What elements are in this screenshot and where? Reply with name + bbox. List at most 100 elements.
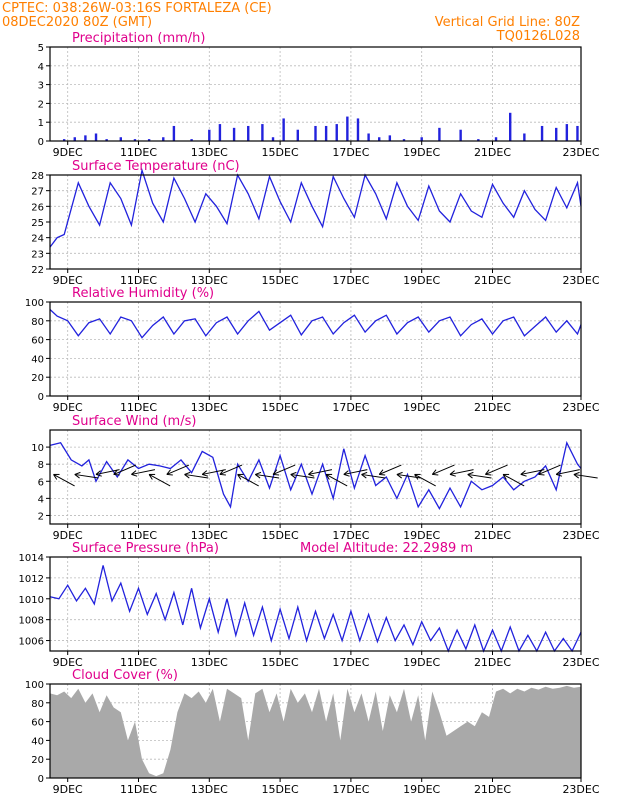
- x-tick-label: 13DEC: [191, 146, 228, 159]
- y-tick-label: 2: [38, 511, 44, 522]
- wind-arrowhead: [449, 473, 456, 477]
- x-tick-label: 17DEC: [332, 529, 369, 542]
- wind-arrowhead: [467, 474, 473, 479]
- y-tick-label: 1: [38, 118, 44, 129]
- panel-title: Cloud Cover (%): [72, 668, 178, 683]
- y-tick-label: 28: [31, 171, 44, 182]
- wind-vector: [308, 469, 333, 475]
- panel-title: Surface Wind (m/s): [72, 414, 196, 429]
- x-tick-label: 13DEC: [191, 274, 228, 287]
- x-tick-label: 19DEC: [403, 529, 440, 542]
- y-tick-label: 40: [31, 736, 44, 747]
- wind-arrowhead: [308, 470, 314, 475]
- x-tick-label: 21DEC: [474, 529, 511, 542]
- wind-arrowhead: [219, 473, 226, 476]
- wind-arrowhead: [485, 469, 490, 475]
- precip-bar: [147, 139, 151, 141]
- precip-bar: [105, 139, 108, 141]
- y-tick-label: 100: [25, 680, 44, 691]
- precip-bar: [73, 137, 76, 141]
- panel-2: 0 20 40 60 80 100 9DEC 11DEC 13DEC 15DEC 17DEC 19DE…: [25, 286, 600, 414]
- wind-vector: [379, 464, 402, 475]
- x-tick-label: 21DEC: [474, 146, 511, 159]
- x-tick-label: 15DEC: [262, 274, 299, 287]
- x-tick-label: 23DEC: [562, 146, 599, 159]
- wind-arrowhead: [396, 471, 403, 475]
- wind-vector: [361, 473, 386, 479]
- precip-bar: [367, 133, 370, 141]
- x-tick-label: 15DEC: [262, 401, 299, 414]
- precip-bar: [162, 137, 165, 141]
- precip-bar: [261, 124, 264, 141]
- wind-arrowhead: [131, 473, 138, 477]
- x-tick-label: 17DEC: [332, 656, 369, 669]
- wind-arrowhead: [290, 474, 296, 479]
- x-tick-label: 19DEC: [403, 274, 440, 287]
- wind-arrowhead: [113, 473, 120, 476]
- x-tick-label: 11DEC: [120, 274, 157, 287]
- precip-bar: [459, 129, 462, 141]
- wind-vector: [202, 469, 226, 475]
- x-tick-label: 11DEC: [120, 783, 157, 796]
- precip-bar: [271, 137, 275, 141]
- x-tick-label: 9DEC: [53, 146, 83, 159]
- wind-arrowhead: [379, 473, 386, 476]
- wind-vector: [520, 469, 545, 475]
- precip-bar: [335, 124, 338, 141]
- precip-bar: [247, 125, 250, 141]
- wind-vector: [148, 473, 171, 487]
- y-tick-label: 1012: [19, 574, 44, 585]
- header-station: CPTEC: 038:26W-03:16S FORTALEZA (CE): [2, 1, 272, 16]
- x-tick-label: 17DEC: [332, 274, 369, 287]
- wind-arrowhead: [74, 474, 80, 479]
- precip-bar: [119, 137, 122, 141]
- precip-bar: [438, 127, 441, 141]
- wind-vector: [113, 464, 137, 475]
- precip-bar: [208, 129, 211, 141]
- x-tick-label: 15DEC: [262, 529, 299, 542]
- precip-bar: [172, 125, 176, 141]
- wind-arrowhead: [378, 469, 384, 475]
- wind-vector: [414, 473, 436, 487]
- wind-arrowhead: [538, 469, 543, 475]
- wind-vector: [485, 464, 508, 475]
- y-tick-label: 8: [38, 460, 44, 471]
- panel-5: 0 20 40 60 80 100 9DEC 11DEC 13DEC 15DEC 17DEC 19DE…: [25, 668, 600, 796]
- precip-bar: [133, 139, 137, 141]
- panel-1: 22 23 24 25 26 27 28 9DEC 11DEC 13DEC 15DEC 17DEC 19…: [31, 159, 600, 287]
- wind-vector: [255, 473, 280, 479]
- x-tick-label: 21DEC: [474, 656, 511, 669]
- y-tick-label: 80: [31, 317, 44, 328]
- precip-bar: [540, 125, 544, 141]
- x-tick-label: 13DEC: [191, 783, 228, 796]
- panel-title: Surface Pressure (hPa): [72, 541, 219, 556]
- x-tick-label: 17DEC: [332, 146, 369, 159]
- wind-vector: [131, 469, 156, 475]
- wind-arrowhead: [361, 474, 367, 479]
- wind-arrowhead: [166, 473, 173, 476]
- series-line: [49, 309, 582, 339]
- precip-bar: [314, 125, 317, 141]
- y-tick-label: 24: [31, 234, 44, 245]
- x-tick-label: 23DEC: [562, 401, 599, 414]
- wind-arrowhead: [74, 471, 81, 475]
- wind-arrowhead: [201, 470, 208, 475]
- panel-frame: [49, 301, 582, 397]
- wind-arrowhead: [308, 473, 315, 477]
- header-grid-note: Vertical Grid Line: 80Z: [435, 15, 580, 30]
- wind-vector: [166, 464, 190, 475]
- x-tick-label: 17DEC: [332, 783, 369, 796]
- precip-bar: [378, 137, 381, 141]
- series-line: [49, 565, 582, 653]
- wind-arrowhead: [184, 474, 190, 479]
- wind-arrowhead: [113, 469, 118, 475]
- x-tick-label: 23DEC: [562, 274, 599, 287]
- x-tick-label: 17DEC: [332, 401, 369, 414]
- wind-arrowhead: [396, 474, 402, 479]
- wind-vector: [502, 473, 525, 487]
- x-tick-label: 21DEC: [474, 401, 511, 414]
- x-tick-label: 9DEC: [53, 529, 83, 542]
- x-tick-label: 19DEC: [403, 656, 440, 669]
- precip-bar: [420, 137, 423, 141]
